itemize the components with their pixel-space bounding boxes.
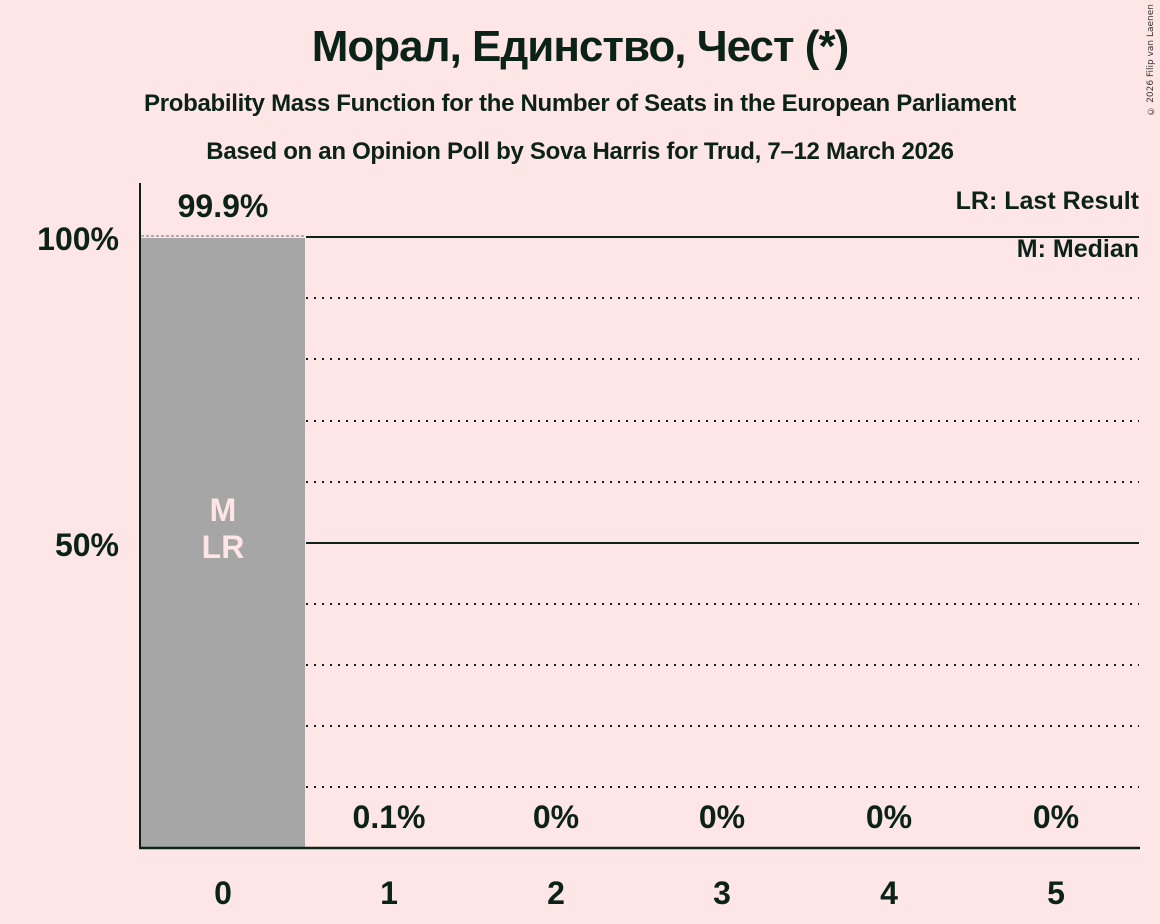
chart-title: Морал, Единство, Чест (*) — [311, 22, 849, 71]
legend-last-result: LR: Last Result — [956, 187, 1140, 215]
value-label-5: 0% — [1033, 799, 1079, 835]
x-tick-4: 4 — [880, 875, 898, 911]
chart-source: Based on an Opinion Poll by Sova Harris … — [206, 138, 954, 165]
value-label-1: 0.1% — [353, 799, 426, 835]
value-label-2: 0% — [533, 799, 579, 835]
x-tick-1: 1 — [380, 875, 398, 911]
y-tick-100: 100% — [37, 221, 119, 257]
value-label-0: 99.9% — [178, 188, 269, 224]
bar-0 — [141, 238, 305, 848]
median-marker: M — [210, 492, 237, 528]
x-tick-0: 0 — [214, 875, 232, 911]
last-result-marker: LR — [202, 529, 245, 565]
legend-median: M: Median — [1017, 235, 1139, 263]
chart-subtitle: Probability Mass Function for the Number… — [143, 90, 1016, 117]
value-label-3: 0% — [699, 799, 745, 835]
dotted-gridlines — [306, 297, 1139, 788]
x-tick-2: 2 — [547, 875, 565, 911]
x-tick-5: 5 — [1047, 875, 1065, 911]
value-label-4: 0% — [866, 799, 912, 835]
x-tick-3: 3 — [713, 875, 731, 911]
y-tick-50: 50% — [55, 527, 119, 563]
